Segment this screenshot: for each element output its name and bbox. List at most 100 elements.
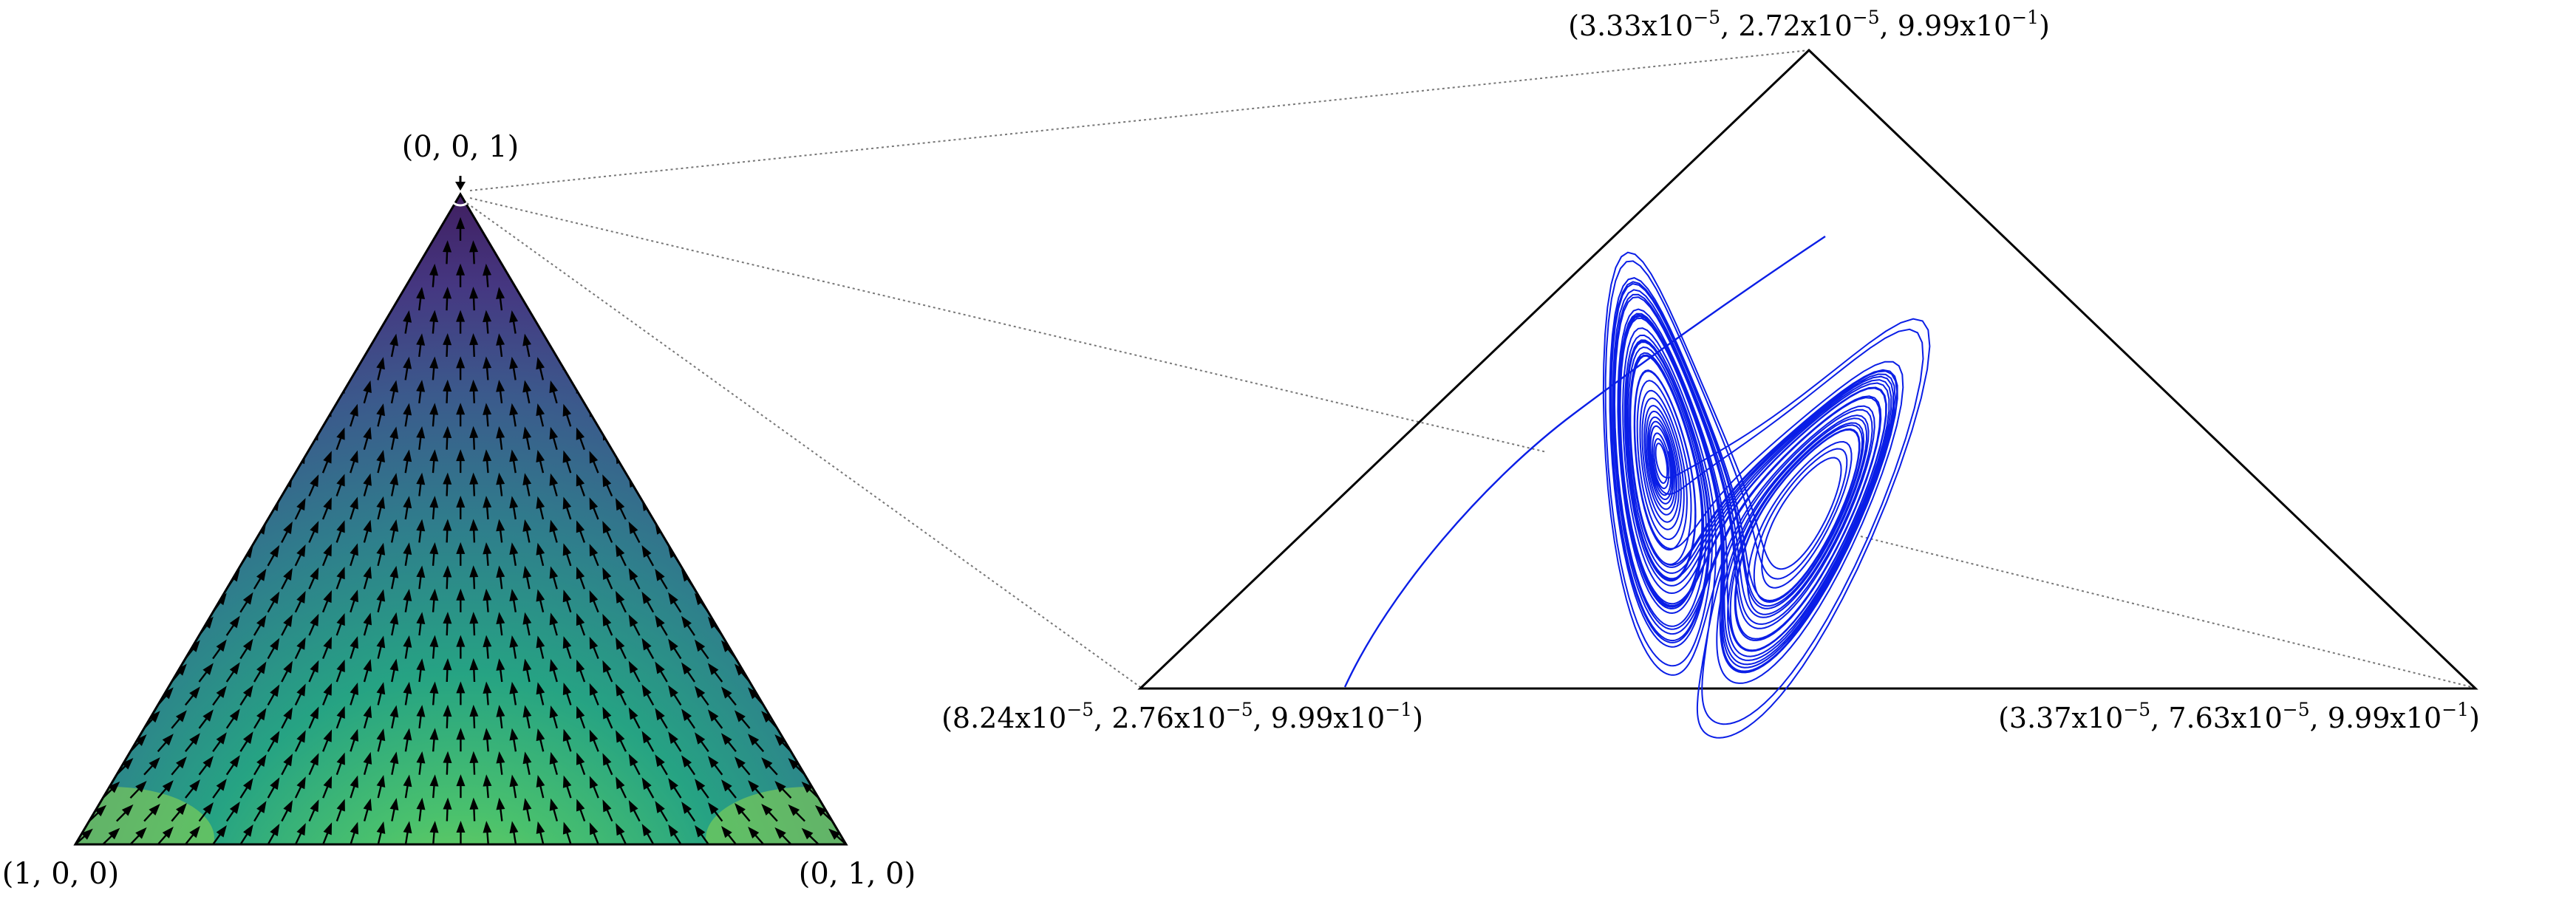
vector-arrowhead [576,520,585,533]
vector-arrowhead [135,781,147,793]
vector-arrowhead [707,709,719,722]
vector-arrowhead [522,658,532,672]
vector-arrowhead [403,774,412,787]
vector-arrowhead [350,403,358,417]
vector-arrowhead [668,824,678,837]
vector-arrowhead [655,661,665,674]
vector-arrowhead [483,681,492,694]
vector-arrowhead [549,659,559,672]
vector-arrowhead [296,730,306,743]
vector-arrowhead [443,287,452,299]
vector-arrowhead [323,590,332,604]
simplex-triangle-fill [75,194,846,844]
vector-arrowhead [694,732,706,745]
vector-arrowhead [668,592,678,605]
vector-arrowhead [403,496,412,509]
vector-arrowhead [707,616,719,629]
vector-arrowhead [216,824,227,838]
vector-arrowhead [496,612,505,624]
vector-arrowhead [748,687,760,700]
vector-arrowhead [602,521,612,534]
vector-arrowhead [483,821,492,833]
corner-shading [75,787,846,844]
vector-arrowhead [403,449,412,462]
vector-arrowhead [416,426,426,439]
vector-arrowhead [562,590,572,603]
vector-arrowhead [283,754,293,767]
vector-arrowhead [283,707,293,720]
vector-arrowhead [483,310,492,323]
vector-arrowhead [336,567,345,580]
vector-arrowhead [522,519,532,532]
vector-arrowhead [549,473,559,486]
vector-arrowhead [576,613,585,626]
vector-arrowhead [589,683,599,696]
vector-arrowhead [336,520,345,533]
vector-arrowhead [469,472,479,485]
vector-arrowhead [562,682,572,696]
vector-arrowhead [695,825,706,838]
connector-middle [469,197,1547,453]
vector-arrowhead [270,638,280,651]
vector-arrowhead [496,519,505,532]
vector-arrowhead [456,681,466,694]
vector-arrowhead [536,775,545,787]
vector-arrowhead [429,728,439,740]
vector-arrowhead [108,781,120,793]
vector-arrowhead [189,686,200,699]
vector-arrowhead [734,710,746,722]
vector-arrowhead [681,708,692,721]
vector-arrowhead [135,734,147,746]
vector-arrowhead [469,379,479,392]
vector-arrowhead [456,635,466,647]
vector-arrowhead [389,426,399,440]
vector-arrowhead [242,731,253,745]
vector-arrowhead [242,685,253,698]
vector-arrowhead [801,827,814,840]
vector-arrowhead [536,635,545,649]
vertex-label-right: (0, 1, 0) [799,857,916,891]
vector-arrowhead [616,730,625,743]
vector-arrowhead [95,804,107,817]
vector-arrowhead [376,589,386,602]
zoom-vertex-label-top: (3.33x10−5, 2.72x10−5, 9.99x10−1) [1568,7,2050,42]
vector-arrowhead [443,751,452,763]
vector-arrowhead [363,380,372,394]
vector-arrowhead [336,474,345,487]
vector-arrowhead [469,704,479,717]
vector-arrowhead [296,498,306,511]
vector-arrowhead [681,615,692,629]
vector-arrowhead [389,380,399,393]
vector-arrowhead [549,705,559,719]
vector-arrowhead [509,728,519,741]
vector-arrowhead [734,663,746,676]
vector-arrowhead [641,544,652,558]
vector-arrowhead [483,263,492,276]
vector-arrowhead [363,473,372,486]
vector-arrowhead [655,754,665,768]
vector-arrowhead [323,544,332,557]
trajectory-transient [1343,236,1826,688]
vector-arrowhead [509,310,519,323]
connector-to-left [466,202,1141,688]
vector-arrowhead [403,821,412,834]
vector-arrowhead [336,659,345,672]
vector-arrowhead [721,826,732,838]
vector-arrowhead [562,775,572,788]
vector-arrowhead [522,333,531,346]
vector-arrowhead [483,588,492,601]
vector-arrowhead [549,380,559,394]
vector-arrowhead [389,473,399,486]
vector-arrowhead [216,639,227,652]
vector-arrowhead [483,774,492,787]
vector-arrowhead [655,568,665,581]
vector-arrowhead [149,757,160,769]
vector-arrowhead [216,779,227,791]
vector-arrowhead [456,774,466,787]
vector-arrowhead [589,822,599,836]
vector-arrowhead [536,542,545,556]
zoom-triangle-outline [1137,48,2478,690]
vector-arrowhead [641,591,652,604]
vector-arrowhead [496,333,505,346]
vector-arrowhead [416,797,426,810]
